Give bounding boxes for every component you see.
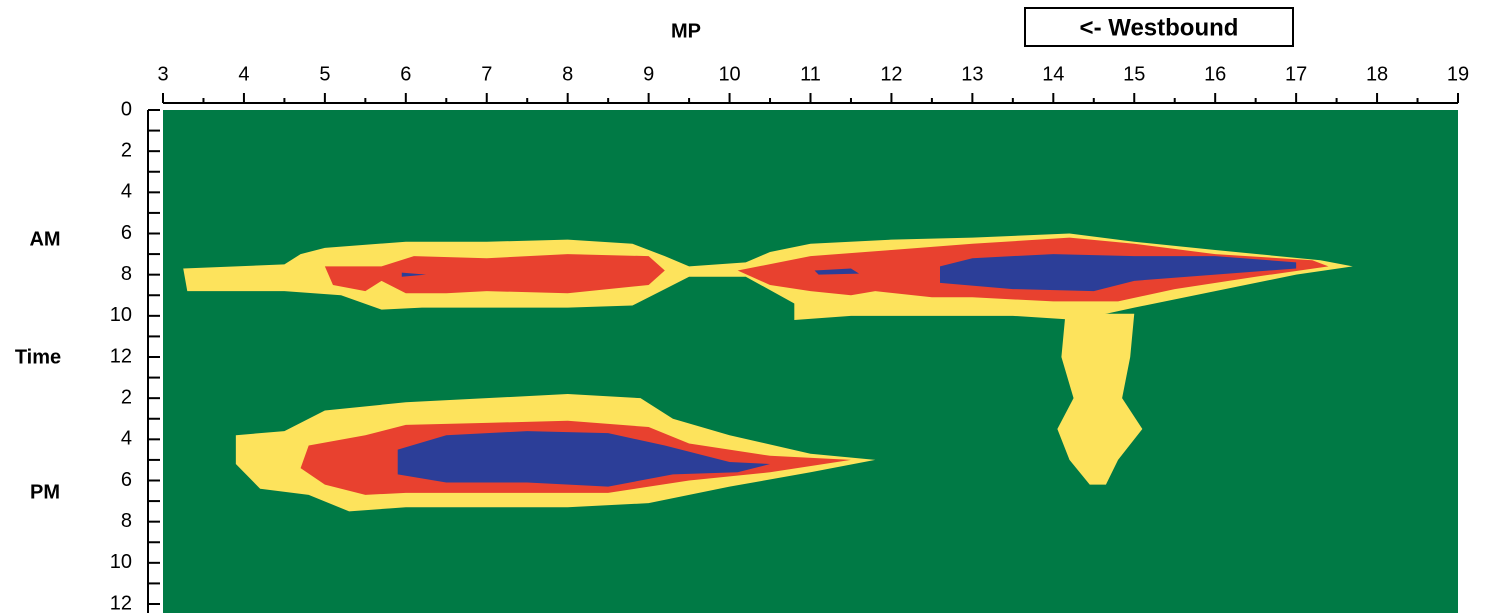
plot-area <box>163 110 1458 613</box>
contour-region <box>324 254 665 294</box>
x-tick-label: 3 <box>157 63 168 85</box>
y-tick-label: 8 <box>121 510 132 532</box>
y-group-label: AM <box>29 228 60 250</box>
direction-box <box>1024 7 1294 47</box>
x-tick-label: 18 <box>1366 63 1388 85</box>
x-tick-label: 5 <box>319 63 330 85</box>
y-tick-label: 10 <box>110 304 132 326</box>
y-tick-label: 2 <box>121 386 132 408</box>
contour-region <box>401 272 427 277</box>
y-tick-label: 6 <box>121 469 132 491</box>
direction-label: <- Westbound <box>1080 14 1239 41</box>
x-tick-label: 7 <box>481 63 492 85</box>
x-tick-label: 15 <box>1123 63 1145 85</box>
x-tick-label: 4 <box>238 63 249 85</box>
y-tick-label: 4 <box>121 428 132 450</box>
y-tick-label: 12 <box>110 345 132 367</box>
plot-background <box>163 110 1458 613</box>
x-tick-label: 11 <box>800 63 821 85</box>
x-tick-label: 16 <box>1204 63 1226 85</box>
x-tick-label: 9 <box>643 63 654 85</box>
y-tick-label: 6 <box>121 222 132 244</box>
x-tick-label: 13 <box>961 63 983 85</box>
y-tick-label: 8 <box>121 263 132 285</box>
x-tick-label: 19 <box>1447 63 1469 85</box>
y-tick-label: 10 <box>110 551 132 573</box>
y-group-label: PM <box>30 481 60 503</box>
y-axis-title: Time <box>15 346 61 368</box>
chart-title: MP <box>671 20 701 42</box>
y-tick-label: 0 <box>121 98 132 120</box>
contour-region <box>940 254 1297 292</box>
contour-region <box>814 268 860 275</box>
x-tick-label: 6 <box>400 63 411 85</box>
contour-region <box>397 431 771 487</box>
y-tick-label: 2 <box>121 139 132 161</box>
x-tick-label: 14 <box>1042 63 1064 85</box>
y-tick-label: 4 <box>121 181 132 203</box>
x-tick-label: 17 <box>1285 63 1307 85</box>
contour-region <box>1057 313 1143 485</box>
x-tick-label: 10 <box>718 63 740 85</box>
y-tick-label: 12 <box>110 592 132 613</box>
x-tick-label: 12 <box>880 63 902 85</box>
x-tick-label: 8 <box>562 63 573 85</box>
